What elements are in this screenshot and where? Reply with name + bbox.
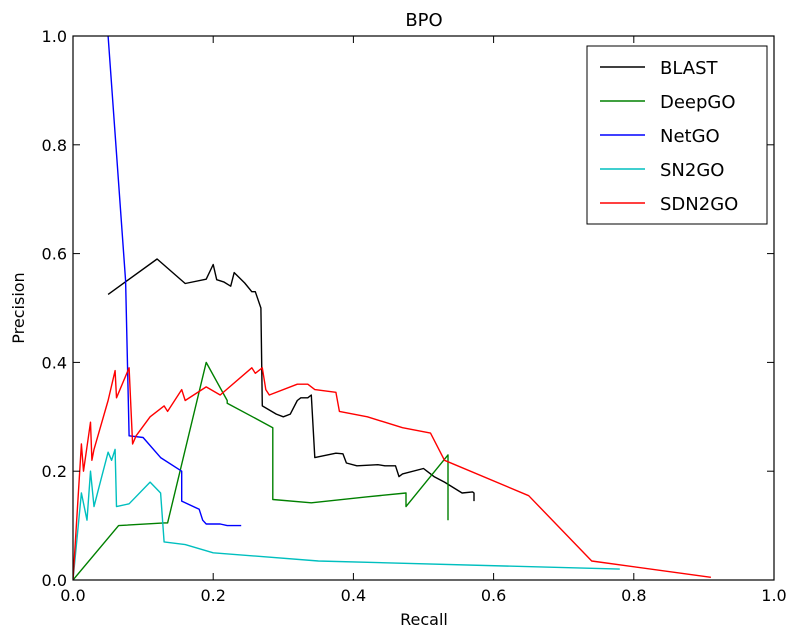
y-tick-label: 1.0 [42,27,67,46]
series-layer [73,36,711,580]
x-axis: 0.0 0.2 0.4 0.6 0.8 1.0 [60,36,787,605]
x-tick-label: 0.4 [341,586,366,605]
legend: BLAST DeepGO NetGO SN2GO SDN2GO [586,45,768,225]
x-tick-label: 0.0 [60,586,85,605]
legend-label-sn2go: SN2GO [660,160,724,181]
x-tick-label: 0.2 [200,586,225,605]
series-line-deepgo [73,361,449,580]
x-tick-label: 1.0 [761,586,786,605]
x-axis-label: Recall [400,610,448,629]
chart-title: BPO [405,10,442,31]
legend-label-sdn2go: SDN2GO [660,194,738,215]
x-tick-label: 0.8 [621,586,646,605]
plot-frame [72,35,775,581]
series-line-sn2go [73,448,620,580]
legend-label-blast: BLAST [660,58,719,79]
y-tick-label: 0.0 [42,571,67,590]
series-line-netgo [107,36,242,527]
y-tick-label: 0.4 [42,353,67,372]
y-axis: 0.0 0.2 0.4 0.6 0.8 1.0 [42,27,774,590]
y-axis-label: Precision [9,272,28,343]
y-tick-label: 0.8 [42,136,67,155]
plot-area [72,35,775,581]
legend-label-netgo: NetGO [660,126,720,147]
legend-label-deepgo: DeepGO [660,92,736,113]
series-line-blast [107,258,475,502]
y-tick-label: 0.2 [42,462,67,481]
series-line-sdn2go [73,367,711,580]
y-tick-label: 0.6 [42,245,67,264]
x-tick-label: 0.6 [481,586,506,605]
